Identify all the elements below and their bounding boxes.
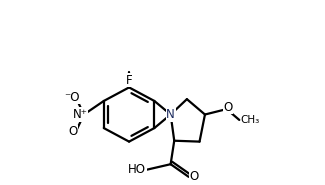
Text: F: F: [126, 74, 132, 87]
Text: O: O: [68, 125, 77, 138]
Text: HO: HO: [128, 163, 146, 176]
Text: O: O: [224, 101, 233, 114]
Text: ⁻O: ⁻O: [64, 91, 80, 104]
Text: O: O: [189, 170, 199, 183]
Text: N: N: [166, 108, 175, 121]
Text: CH₃: CH₃: [240, 115, 259, 125]
Text: N⁺: N⁺: [73, 108, 88, 121]
